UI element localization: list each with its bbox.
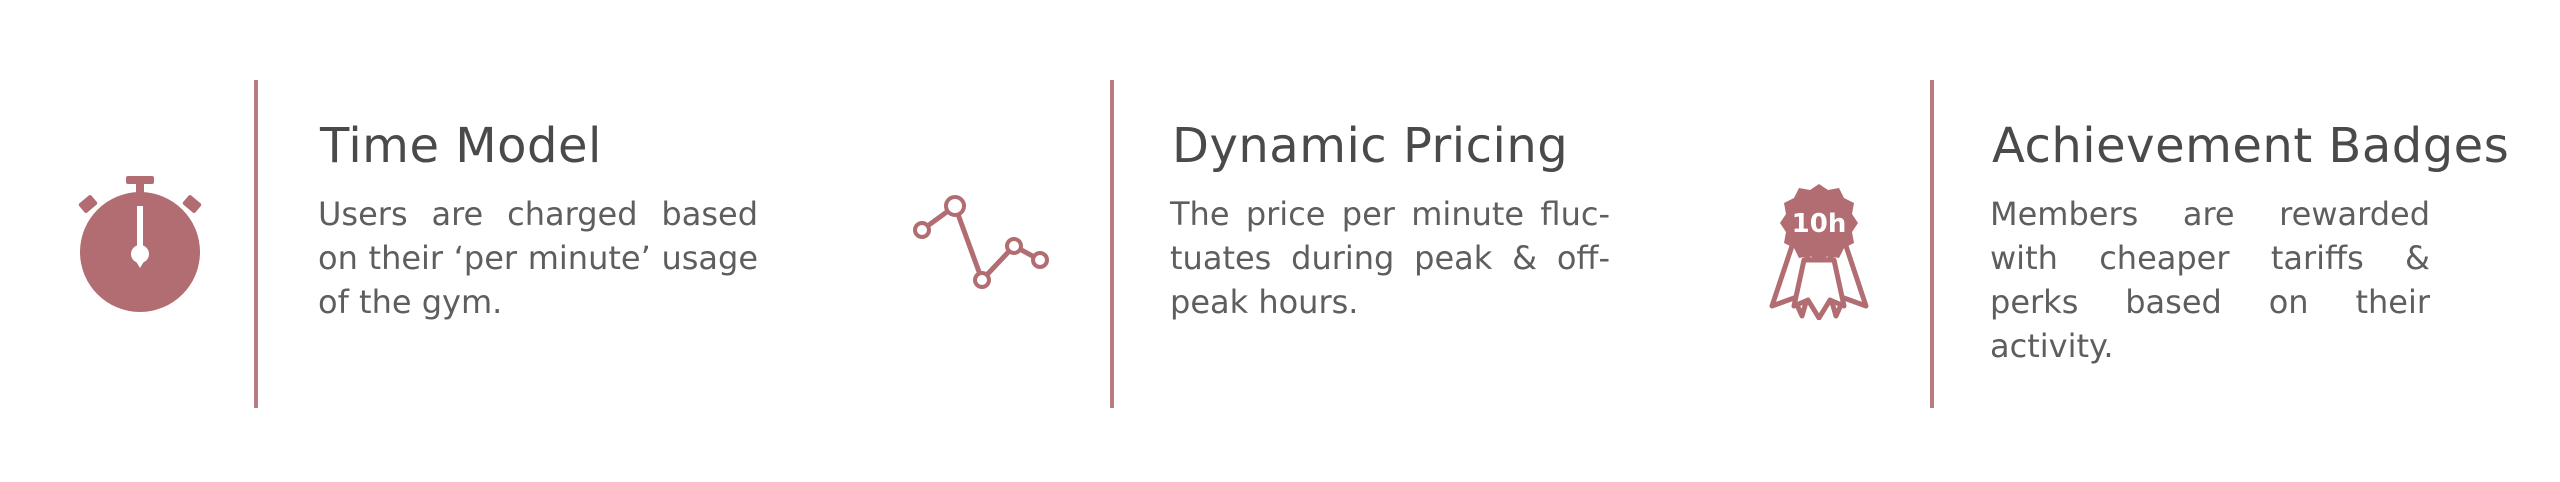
line-chart-icon [913, 195, 1049, 289]
feature-title: Dynamic Pricing [1172, 118, 1569, 174]
badge-label: 10h [1792, 209, 1847, 239]
feature-description: The price per minute fluc­tuates during … [1170, 195, 1610, 321]
feature-title: Achievement Badges [1992, 118, 2510, 174]
feature-title: Time Model [320, 118, 602, 174]
feature-dynamic-pricing: Dynamic Pricing The price per minute flu… [860, 0, 1720, 482]
divider [254, 80, 258, 408]
feature-description: Members are rewarded with cheaper tariff… [1990, 195, 2430, 365]
feature-time-model: Time Model Users are charged based on th… [0, 0, 860, 482]
feature-description: Users are charged based on their ‘per mi… [318, 195, 758, 321]
feature-achievement-badges: 10h Achievement Badges Members are rewar… [1720, 0, 2560, 482]
stopwatch-icon [78, 176, 202, 312]
divider [1930, 80, 1934, 408]
award-badge-icon: 10h [1769, 184, 1869, 320]
divider [1110, 80, 1114, 408]
